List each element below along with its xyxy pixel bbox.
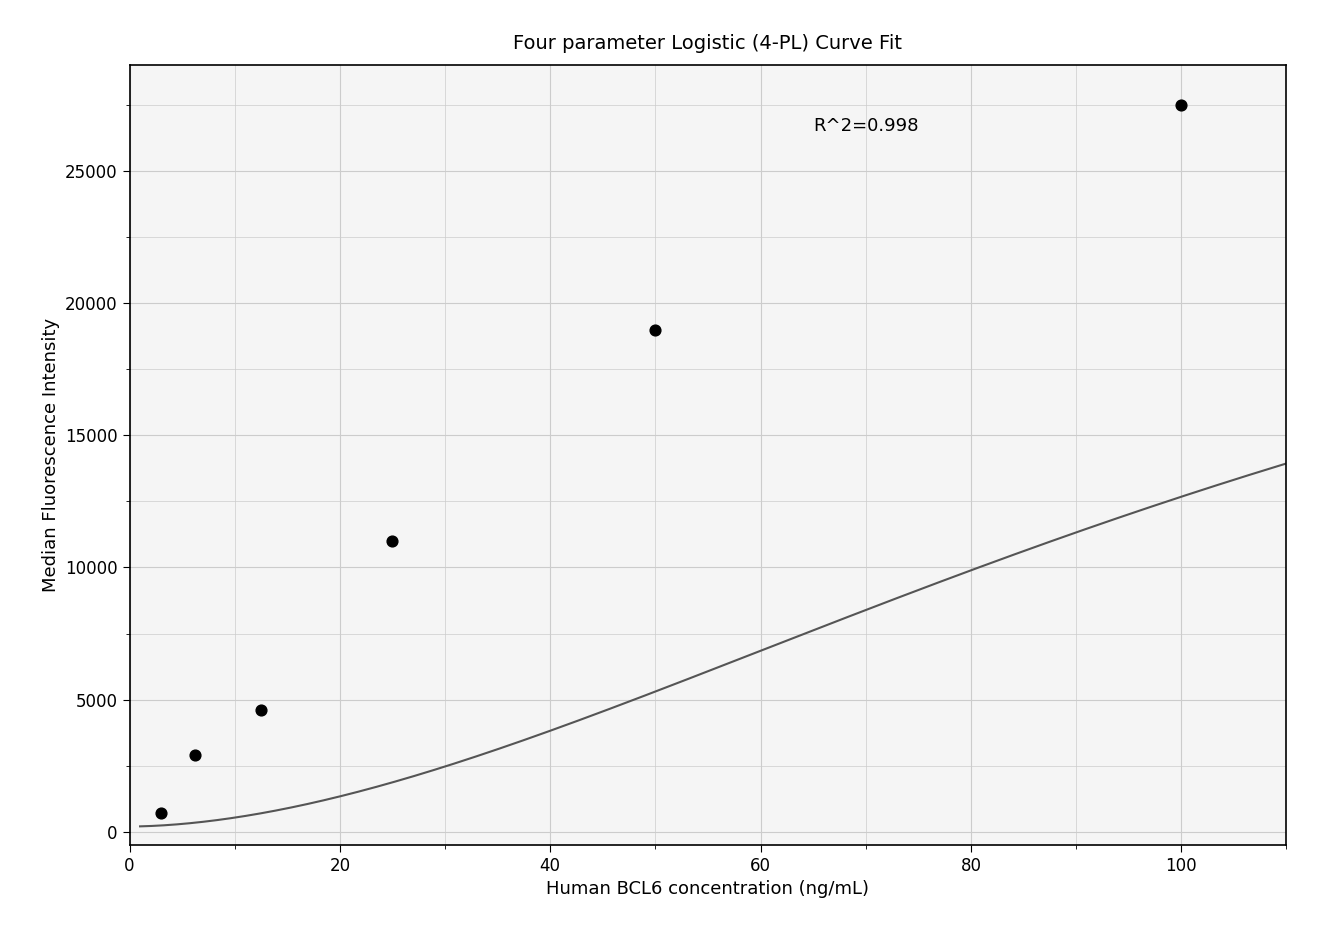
Title: Four parameter Logistic (4-PL) Curve Fit: Four parameter Logistic (4-PL) Curve Fit — [514, 34, 903, 52]
Point — [150, 806, 171, 821]
Point — [382, 534, 404, 549]
X-axis label: Human BCL6 concentration (ng/mL): Human BCL6 concentration (ng/mL) — [547, 881, 870, 898]
Point — [1171, 98, 1193, 113]
Point — [251, 703, 272, 718]
Point — [645, 322, 667, 337]
Text: R^2=0.998: R^2=0.998 — [813, 117, 919, 135]
Y-axis label: Median Fluorescence Intensity: Median Fluorescence Intensity — [41, 318, 60, 592]
Point — [185, 747, 206, 762]
